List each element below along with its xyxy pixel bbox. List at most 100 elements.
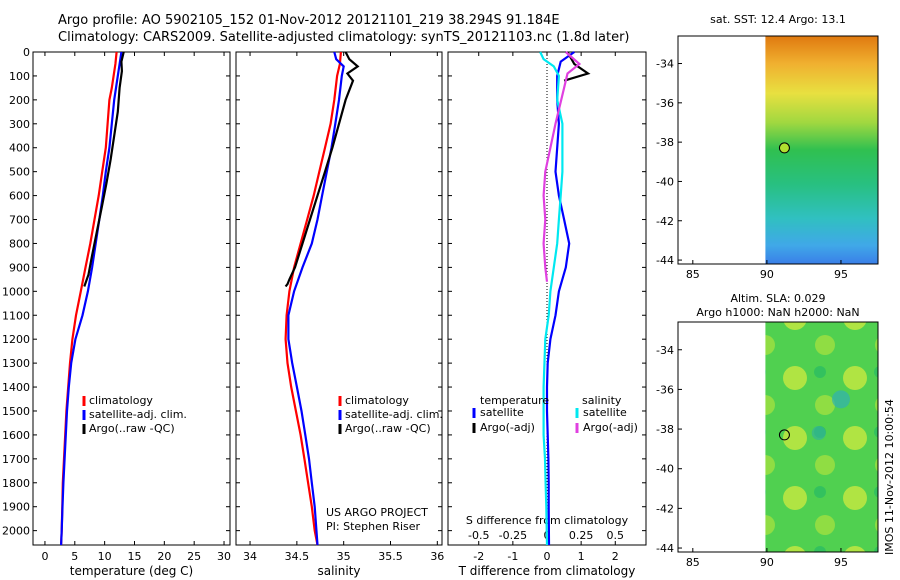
x-tick-label: 35.5 — [378, 550, 403, 563]
top-tick-label: -0.25 — [499, 529, 527, 542]
x-axis-label: temperature (deg C) — [70, 564, 193, 578]
y-tick-label: 100 — [9, 70, 30, 83]
y-tick-label: 1800 — [2, 477, 30, 490]
x-tick-label: 15 — [127, 550, 141, 563]
map-border — [677, 35, 879, 265]
y-tick-label: 400 — [9, 142, 30, 155]
figure-title: Argo profile: AO 5902105_152 01-Nov-2012… — [58, 13, 630, 45]
y-tick-label: 1000 — [2, 285, 30, 298]
map-x-tick-label: 85 — [686, 556, 700, 569]
x-tick-label: -1 — [507, 550, 518, 563]
profile-panel-2: 34 34.5 35 35.5 36 salinity — [235, 51, 444, 578]
map-y-tick-label: -40 — [656, 463, 674, 476]
profile-location-marker — [778, 142, 790, 154]
legend-label: Argo(..raw -QC) — [89, 422, 175, 435]
map-x-tick-label: 95 — [834, 556, 848, 569]
y-tick-label: 1700 — [2, 453, 30, 466]
map-y-tick-label: -34 — [656, 344, 674, 357]
top-tick-label: 0.5 — [607, 529, 625, 542]
x-tick-label: 25 — [187, 550, 201, 563]
x-tick-label: 0 — [544, 550, 551, 563]
y-tick-label: 600 — [9, 190, 30, 203]
x-tick-label: 35 — [337, 550, 351, 563]
y-tick-label: 1900 — [2, 501, 30, 514]
top-tick-label: 0.25 — [569, 529, 594, 542]
x-tick-label: 5 — [71, 550, 78, 563]
map-title-argo-h: Argo h1000: NaN h2000: NaN — [696, 306, 859, 319]
sla-feature — [831, 390, 850, 409]
x-axis-label: T difference from climatology — [458, 564, 636, 578]
credit: US ARGO PROJECT PI: Stephen Riser — [326, 506, 428, 533]
map-x-tick-label: 95 — [834, 268, 848, 281]
plot-frame — [235, 51, 443, 546]
plot-frame — [32, 51, 231, 546]
map-panel-1: -34 -36 -38 -40 -42 -44 85 90 95 — [656, 35, 879, 281]
map-y-tick-label: -44 — [656, 254, 674, 267]
y-tick-label: 2000 — [2, 525, 30, 538]
map-y-tick-label: -36 — [656, 383, 674, 396]
legend-label: climatology — [89, 394, 153, 407]
x-tick-label: 1 — [578, 550, 585, 563]
series-line-2 — [287, 51, 345, 546]
y-tick-label: 1200 — [2, 333, 30, 346]
map-y-tick-label: -42 — [656, 215, 674, 228]
legend-label: satellite-adj. clim. — [345, 408, 443, 421]
legend-label: satellite — [480, 406, 524, 419]
series-line-4 — [542, 51, 582, 282]
title-line-2: Climatology: CARS2009. Satellite-adjuste… — [58, 30, 630, 45]
x-tick-label: 2 — [612, 550, 619, 563]
map-border — [677, 321, 879, 553]
x-tick-label: 20 — [157, 550, 171, 563]
y-tick-label: 800 — [9, 237, 30, 250]
legend-label: Argo(-adj) — [583, 421, 638, 434]
legend-label: Argo(..raw -QC) — [345, 422, 431, 435]
y-tick-label: 1300 — [2, 357, 30, 370]
profile-panel-1: 0100200300400500600700800900100011001200… — [2, 46, 231, 578]
legend-differences: temperature salinitysatelliteArgo(-adj)sa… — [472, 394, 638, 434]
map-panel-2: -34 -36 -38 -40 -42 -44 85 90 95 — [656, 321, 879, 569]
y-tick-label: 700 — [9, 214, 30, 227]
map-title-sla: Altim. SLA: 0.029 — [730, 292, 825, 305]
map-y-tick-label: -42 — [656, 502, 674, 515]
y-tick-label: 1400 — [2, 381, 30, 394]
y-tick-label: 1500 — [2, 405, 30, 418]
legend-label: satellite — [583, 406, 627, 419]
series-line-1 — [284, 51, 342, 546]
map-y-tick-label: -44 — [656, 542, 674, 555]
x-tick-label: 36 — [430, 550, 444, 563]
x-tick-label: -2 — [473, 550, 484, 563]
map-y-tick-label: -36 — [656, 97, 674, 110]
map-y-tick-label: -34 — [656, 58, 674, 71]
map-title-sst: sat. SST: 12.4 Argo: 13.1 — [710, 13, 846, 26]
series-line-2 — [563, 51, 591, 82]
map-y-tick-label: -38 — [656, 423, 674, 436]
map-y-tick-label: -38 — [656, 136, 674, 149]
x-tick-label: 30 — [217, 550, 231, 563]
credit-pi: PI: Stephen Riser — [326, 520, 421, 533]
y-tick-label: 1600 — [2, 429, 30, 442]
y-tick-label: 0 — [23, 46, 30, 59]
timestamp: IMOS 11-Nov-2012 10:00:54 — [883, 399, 896, 555]
y-tick-label: 500 — [9, 166, 30, 179]
map-x-tick-label: 85 — [686, 268, 700, 281]
x-tick-label: 10 — [98, 550, 112, 563]
x-tick-label: 34 — [243, 550, 257, 563]
credit-project: US ARGO PROJECT — [326, 506, 428, 519]
series-line-3 — [284, 51, 360, 288]
series-line-2 — [60, 51, 123, 546]
top-tick-label: -0.5 — [468, 529, 489, 542]
series-line-3 — [83, 51, 125, 287]
legend-label: climatology — [345, 394, 409, 407]
legend-title: temperature — [480, 394, 549, 407]
map-y-tick-label: -40 — [656, 175, 674, 188]
sla-feature — [811, 426, 826, 441]
x-tick-label: 34.5 — [285, 550, 310, 563]
y-tick-label: 1100 — [2, 309, 30, 322]
y-tick-label: 200 — [9, 94, 30, 107]
map-x-tick-label: 90 — [760, 268, 774, 281]
title-line-1: Argo profile: AO 5902105_152 01-Nov-2012… — [58, 13, 560, 28]
y-tick-label: 900 — [9, 261, 30, 274]
x-tick-label: 0 — [41, 550, 48, 563]
